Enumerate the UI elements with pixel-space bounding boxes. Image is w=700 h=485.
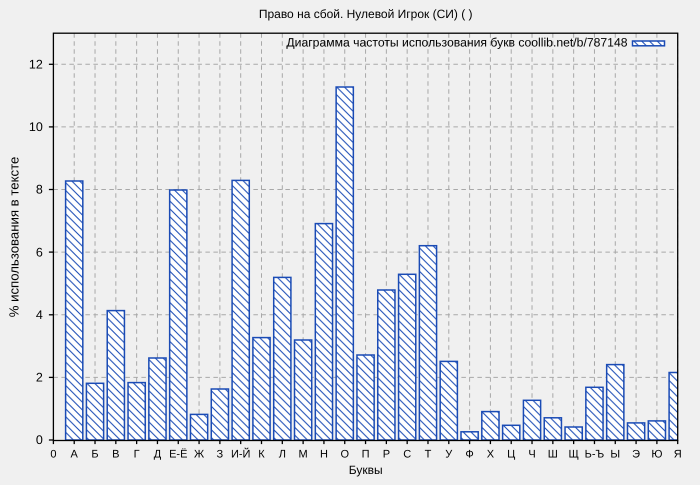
svg-text:П: П: [362, 448, 370, 460]
svg-text:А: А: [71, 448, 79, 460]
svg-text:М: М: [299, 448, 308, 460]
svg-text:Г: Г: [134, 448, 140, 460]
svg-text:С: С: [403, 448, 411, 460]
svg-text:Право на сбой. Нулевой Игрок (: Право на сбой. Нулевой Игрок (СИ) ( ): [259, 7, 473, 21]
svg-text:З: З: [217, 448, 224, 460]
svg-text:Щ: Щ: [568, 448, 578, 460]
svg-text:% использования в тексте: % использования в тексте: [6, 157, 21, 318]
svg-text:Р: Р: [383, 448, 390, 460]
svg-text:Ц: Ц: [507, 448, 515, 460]
svg-text:Э: Э: [632, 448, 640, 460]
svg-text:Ю: Ю: [651, 448, 662, 460]
svg-text:Х: Х: [487, 448, 495, 460]
svg-text:2: 2: [36, 371, 43, 385]
svg-text:Ч: Ч: [528, 448, 535, 460]
svg-text:0: 0: [36, 433, 43, 447]
svg-text:Буквы: Буквы: [349, 463, 383, 477]
svg-text:Ы: Ы: [610, 448, 620, 460]
svg-text:Д: Д: [154, 448, 162, 460]
svg-text:Н: Н: [320, 448, 328, 460]
svg-text:Ф: Ф: [465, 448, 473, 460]
svg-text:4: 4: [36, 308, 43, 322]
svg-text:И-Й: И-Й: [231, 447, 250, 460]
svg-text:8: 8: [36, 183, 43, 197]
svg-text:Ш: Ш: [548, 448, 558, 460]
svg-text:10: 10: [29, 120, 43, 134]
svg-text:Е-Ё: Е-Ё: [169, 447, 187, 460]
svg-text:Диаграмма частоты использовани: Диаграмма частоты использования букв coo…: [286, 35, 627, 49]
svg-text:У: У: [445, 448, 453, 460]
svg-text:Т: Т: [425, 448, 432, 460]
svg-text:Ж: Ж: [194, 448, 204, 460]
svg-text:В: В: [112, 448, 119, 460]
svg-text:Б: Б: [91, 448, 98, 460]
svg-text:О: О: [340, 448, 349, 460]
svg-text:Л: Л: [279, 448, 286, 460]
svg-text:0: 0: [50, 448, 56, 460]
svg-text:К: К: [258, 448, 265, 460]
svg-text:6: 6: [36, 245, 43, 259]
svg-text:Ь-Ъ: Ь-Ъ: [585, 448, 605, 460]
svg-text:Я: Я: [674, 448, 682, 460]
svg-text:12: 12: [29, 58, 43, 72]
